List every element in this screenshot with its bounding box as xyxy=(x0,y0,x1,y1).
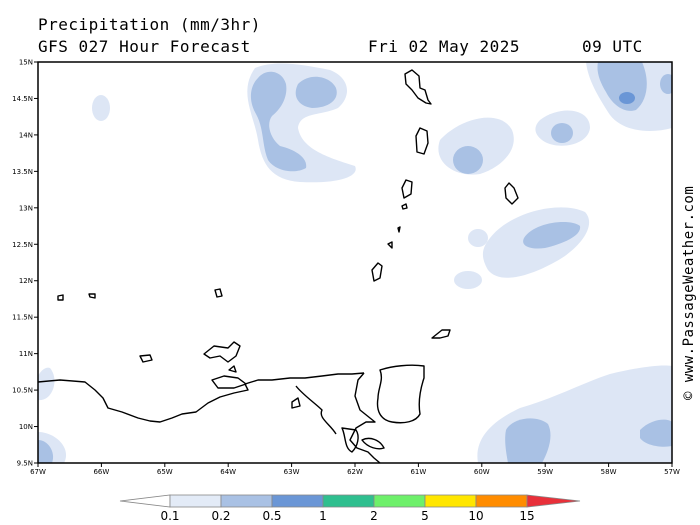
longitude-axis: 67W 66W 65W 64W 63W 62W 61W 60W 59W 58W 57W xyxy=(30,463,680,476)
coast-tobago xyxy=(431,329,451,339)
precip-dark xyxy=(619,92,635,104)
coastline-layer xyxy=(38,69,519,463)
lon-tick-label: 64W xyxy=(220,468,236,476)
precip-medium xyxy=(38,62,672,463)
lat-tick-label: 14.5N xyxy=(12,95,33,103)
coast-grenada xyxy=(371,262,383,282)
lat-tick-label: 10N xyxy=(19,423,33,431)
legend-swatch xyxy=(424,494,477,508)
latitude-axis: 15N 14.5N 14N 13.5N 13N 12.5N 12N 11.5N 11N 10.5N… xyxy=(12,59,38,468)
lat-tick-label: 13.5N xyxy=(12,168,33,176)
coast-grenadines-1 xyxy=(387,241,393,249)
lat-tick-label: 10.5N xyxy=(12,387,33,395)
coast-delta-1 xyxy=(341,427,359,453)
legend-swatch xyxy=(322,494,375,508)
lon-tick-label: 60W xyxy=(474,468,490,476)
coast-dominica-guadeloupe xyxy=(404,69,432,105)
lat-tick-label: 12.5N xyxy=(12,241,33,249)
coast-barbados xyxy=(504,182,519,205)
credit-watermark: © www.PassageWeather.com xyxy=(681,150,697,400)
model-run-label: GFS 027 Hour Forecast xyxy=(38,37,251,56)
legend-swatch xyxy=(220,494,273,508)
credit-text: © www.PassageWeather.com xyxy=(681,185,697,400)
legend-swatch xyxy=(271,494,324,508)
lat-tick-label: 11N xyxy=(19,350,33,358)
lat-tick-label: 14N xyxy=(19,131,33,139)
lat-tick-label: 11.5N xyxy=(12,314,33,322)
chart-title: Precipitation (mm/3hr) xyxy=(38,15,261,34)
coast-peninsula xyxy=(211,375,247,389)
lat-tick-label: 15N xyxy=(19,59,33,67)
coast-coche xyxy=(228,365,237,373)
precipitation-layer xyxy=(38,62,672,463)
legend-label: 1 xyxy=(319,509,327,523)
forecast-time: 09 UTC xyxy=(582,37,643,56)
lon-tick-label: 61W xyxy=(410,468,426,476)
legend-label: 2 xyxy=(370,509,378,523)
coast-st-vincent xyxy=(401,203,408,210)
legend-label: 5 xyxy=(421,509,429,523)
legend-arrow-low xyxy=(119,494,171,508)
legend-label: 0.5 xyxy=(262,509,281,523)
lon-tick-label: 63W xyxy=(284,468,300,476)
legend-swatch xyxy=(373,494,426,508)
legend-swatch xyxy=(475,494,528,508)
lon-tick-label: 67W xyxy=(30,468,46,476)
coast-delta-2 xyxy=(361,437,385,450)
coast-orchila xyxy=(88,293,96,299)
coast-orinoco xyxy=(295,385,337,435)
lon-tick-label: 62W xyxy=(347,468,363,476)
lon-tick-label: 57W xyxy=(664,468,680,476)
coast-st-lucia xyxy=(401,179,413,199)
lat-tick-label: 9.5N xyxy=(17,460,33,468)
coast-venezuela-coast xyxy=(38,372,365,423)
lon-tick-label: 65W xyxy=(157,468,173,476)
lon-tick-label: 59W xyxy=(537,468,553,476)
precip-light xyxy=(38,62,672,463)
legend-label: 15 xyxy=(519,509,534,523)
coast-martinique xyxy=(415,127,429,155)
coast-tortuga xyxy=(139,354,153,363)
coast-margarita xyxy=(203,341,241,363)
coast-los-roques xyxy=(57,294,64,301)
coast-blanquilla xyxy=(214,288,223,298)
lat-tick-label: 13N xyxy=(19,204,33,212)
coast-paria-gulf xyxy=(349,372,381,463)
forecast-date: Fri 02 May 2025 xyxy=(368,37,520,56)
legend-label: 0.2 xyxy=(211,509,230,523)
precip-legend: 0.1 0.2 0.5 1 2 5 10 15 xyxy=(119,494,581,523)
lon-tick-label: 58W xyxy=(601,468,617,476)
legend-swatch xyxy=(169,494,222,508)
legend-label: 10 xyxy=(468,509,483,523)
legend-arrow-high xyxy=(526,494,581,508)
lon-tick-label: 66W xyxy=(93,468,109,476)
legend-label: 0.1 xyxy=(160,509,179,523)
lat-tick-label: 12N xyxy=(19,277,33,285)
coast-trinidad-islet xyxy=(291,397,301,409)
coast-grenadines-2 xyxy=(397,226,401,233)
coast-trinidad xyxy=(376,364,425,424)
